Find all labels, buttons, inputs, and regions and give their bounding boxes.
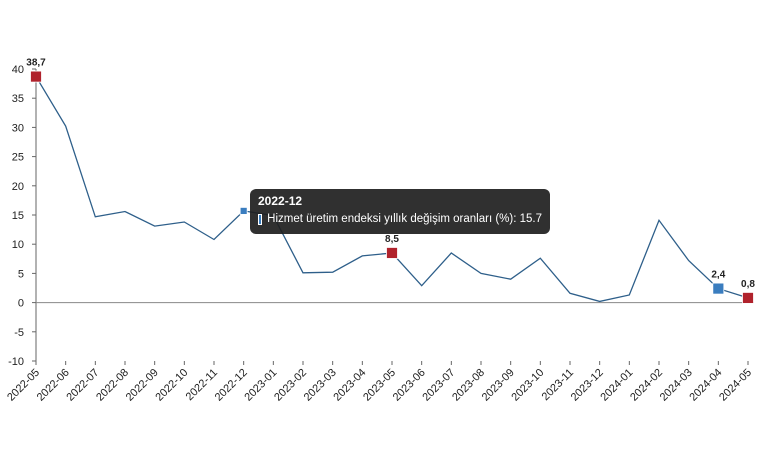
data-label-2024-05: 0,8 — [741, 279, 755, 290]
x-tick-label: 2024-05 — [717, 367, 754, 404]
y-tick-label: 25 — [12, 152, 24, 164]
y-tick-label: 35 — [12, 93, 24, 105]
tooltip-swatch — [258, 213, 263, 225]
marker-2023-05 — [386, 247, 398, 259]
y-tick-label: 20 — [12, 181, 24, 193]
data-labels: 38,7 8,5 2,4 0,8 — [26, 58, 755, 290]
y-tick-label: 40 — [12, 64, 24, 76]
tooltip-text: Hizmet üretim endeksi yıllık değişim ora… — [267, 213, 542, 225]
marker-2024-05 — [742, 292, 754, 304]
y-tick-label: 0 — [18, 298, 24, 310]
marker-2022-05 — [30, 70, 42, 83]
tooltip-row: Hizmet üretim endeksi yıllık değişim ora… — [258, 213, 542, 225]
marker-2024-04 — [712, 282, 725, 295]
x-tick-label: 2023-10 — [509, 367, 546, 404]
tooltip-title: 2022-12 — [258, 194, 303, 208]
y-tick-label: 15 — [12, 210, 24, 222]
y-tick-label: 5 — [18, 268, 24, 280]
data-label-2022-05: 38,7 — [26, 58, 46, 69]
data-label-2024-04: 2,4 — [711, 270, 725, 281]
markers — [30, 70, 754, 304]
y-tick-label: -10 — [8, 356, 24, 368]
y-tick-label: 30 — [12, 122, 24, 134]
y-tick-label: -5 — [14, 327, 24, 339]
x-tick-label: 2022-10 — [153, 367, 190, 404]
tooltip: 2022-12 Hizmet üretim endeksi yıllık değ… — [250, 189, 550, 234]
x-axis: 2022-052022-062022-072022-082022-092022-… — [5, 302, 754, 404]
y-axis: -10 -5 0 5 10 15 20 25 30 35 40 — [8, 64, 37, 368]
y-tick-label: 10 — [12, 239, 24, 251]
marker-2022-12 — [239, 207, 248, 215]
data-label-2023-05: 8,5 — [385, 234, 399, 245]
